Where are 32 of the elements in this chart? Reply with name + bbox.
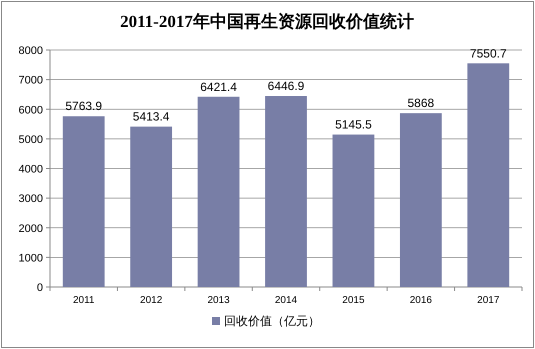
bar <box>467 63 510 287</box>
y-tick-label: 4000 <box>18 164 43 176</box>
data-label: 6446.9 <box>268 79 305 94</box>
bar <box>332 134 374 287</box>
data-label: 5763.9 <box>65 99 102 114</box>
bar <box>265 96 307 287</box>
chart-title: 2011-2017年中国再生资源回收价值统计 <box>120 12 414 31</box>
y-tick-label: 1000 <box>18 252 43 264</box>
y-tick-label: 2000 <box>18 222 43 235</box>
x-tick-label: 2014 <box>274 295 298 306</box>
x-tick-label: 2015 <box>342 295 365 306</box>
x-tick-label: 2012 <box>140 295 163 306</box>
y-tick-label: 6000 <box>18 104 43 116</box>
data-label: 7550.7 <box>470 46 507 60</box>
data-label: 5868 <box>408 96 435 110</box>
y-tick-label: 3000 <box>18 193 43 206</box>
bar <box>62 116 105 287</box>
bar <box>198 96 240 287</box>
y-tick-label: 8000 <box>18 45 43 57</box>
x-tick-label: 2013 <box>207 295 230 306</box>
y-tick-label: 5000 <box>18 134 43 146</box>
x-tick-label: 2011 <box>72 295 95 306</box>
data-label: 5145.5 <box>335 118 372 132</box>
x-tick-label: 2016 <box>410 295 432 306</box>
legend-label: 回收价值（亿元） <box>224 314 320 328</box>
y-tick-label: 0 <box>36 282 43 294</box>
data-label: 6421.4 <box>200 80 238 94</box>
bar <box>400 113 442 287</box>
bar <box>130 126 172 287</box>
x-tick-label: 2017 <box>477 295 500 306</box>
data-label: 5413.4 <box>132 110 170 124</box>
y-tick-label: 7000 <box>18 74 43 87</box>
